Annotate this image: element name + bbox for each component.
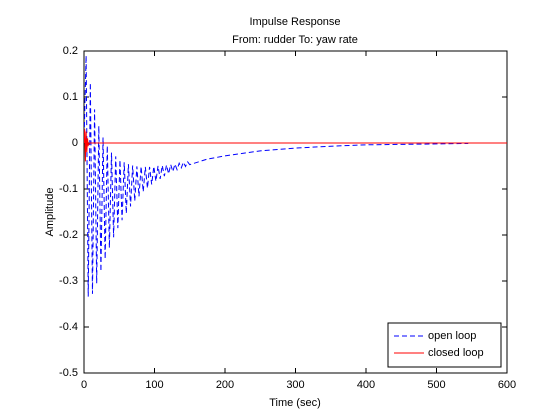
x-tick-label: 200 — [216, 379, 234, 391]
x-tick-label: 400 — [357, 379, 375, 391]
chart-subtitle: From: rudder To: yaw rate — [232, 34, 358, 46]
series-line — [84, 129, 507, 162]
y-tick-label: 0 — [72, 137, 78, 149]
y-axis-label: Amplitude — [44, 188, 56, 237]
legend-label: closed loop — [428, 347, 484, 359]
y-tick-label: -0.5 — [59, 367, 78, 379]
y-tick-label: 0.2 — [63, 45, 78, 57]
x-tick-label: 600 — [498, 379, 516, 391]
legend-label: open loop — [428, 330, 476, 342]
chart-title: Impulse Response — [249, 16, 340, 28]
y-tick-label: -0.1 — [59, 183, 78, 195]
plot-area — [83, 50, 508, 374]
x-tick-label: 0 — [81, 379, 87, 391]
legend-box — [387, 322, 502, 368]
y-tick-label: -0.3 — [59, 275, 78, 287]
y-tick-label: -0.2 — [59, 229, 78, 241]
series-line — [84, 55, 469, 297]
x-tick-label: 500 — [427, 379, 445, 391]
y-tick-label: 0.1 — [63, 91, 78, 103]
x-tick-label: 100 — [145, 379, 163, 391]
x-axis-label: Time (sec) — [269, 397, 321, 409]
y-tick-label: -0.4 — [59, 321, 78, 333]
x-tick-label: 300 — [286, 379, 304, 391]
